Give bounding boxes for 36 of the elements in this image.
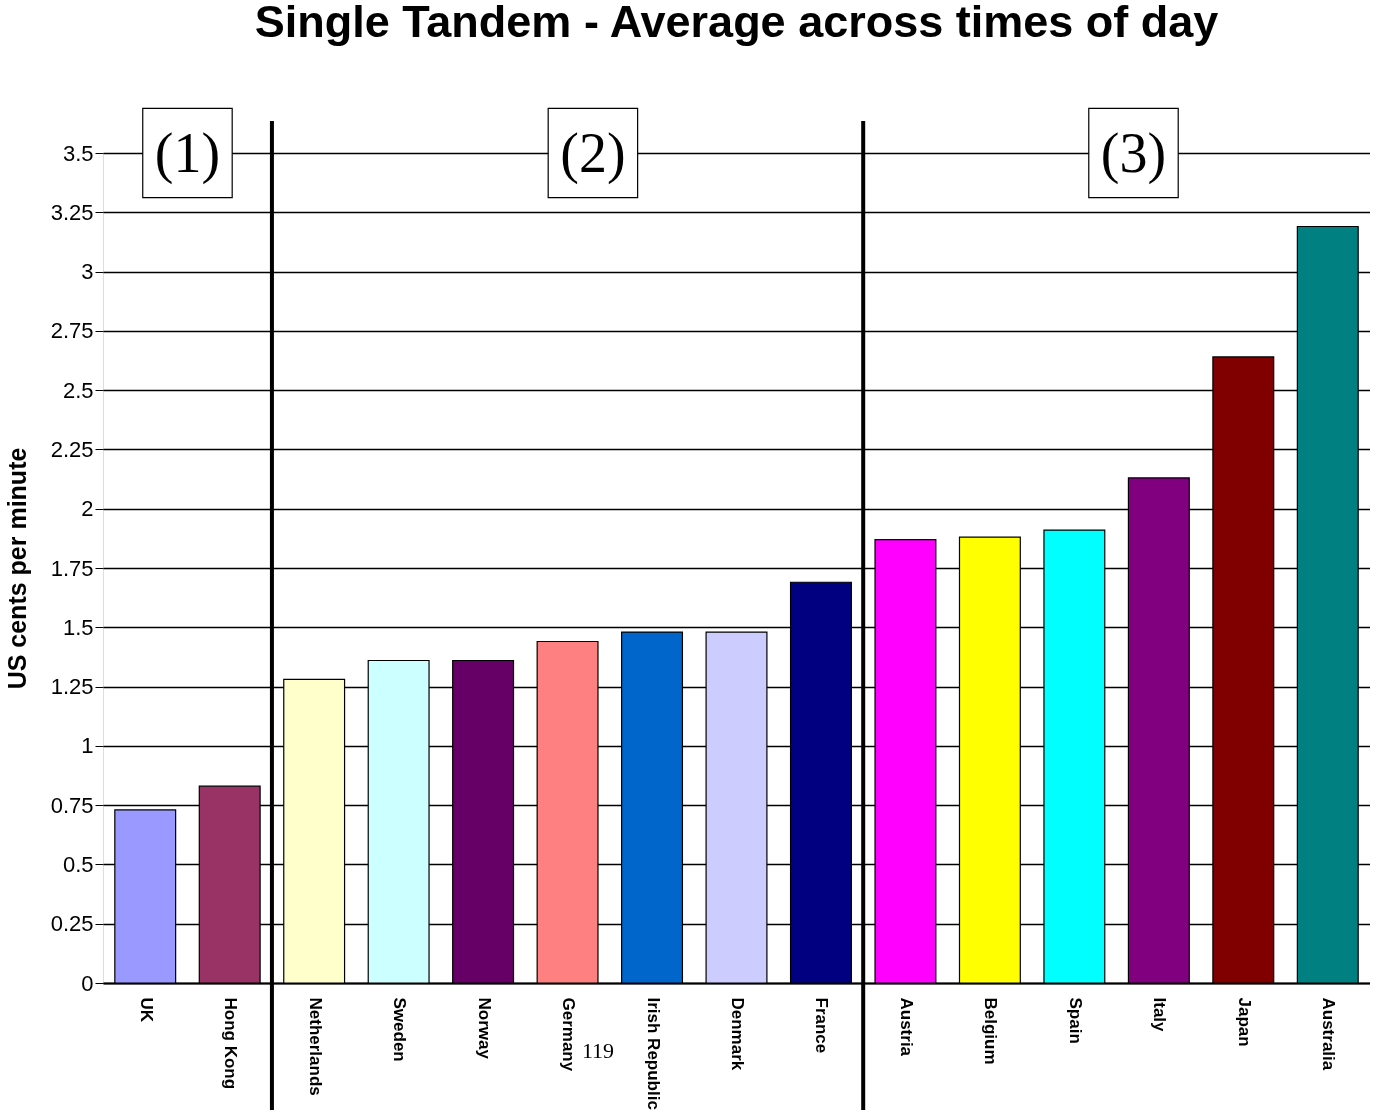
y-tick-label: 0.25 — [50, 911, 94, 937]
x-tick-label: Irish Republic — [643, 997, 663, 1110]
annotation: (3) — [1100, 122, 1167, 185]
y-tick-label: 3 — [81, 259, 94, 285]
y-tick-label: 2 — [81, 496, 94, 522]
annotation: (1) — [154, 122, 221, 185]
y-tick-label: 0.75 — [50, 792, 94, 818]
y-axis-title: US cents per minute — [2, 447, 31, 690]
y-tick-label: 3.25 — [50, 199, 94, 225]
x-tick-label: Denmark — [728, 997, 747, 1071]
y-tick-label: 0.5 — [62, 851, 94, 877]
chart-title: Single Tandem - Average across times of day — [254, 0, 1219, 47]
y-tick-label: 3.5 — [62, 140, 94, 166]
x-tick-label: Japan — [1234, 997, 1254, 1047]
y-tick-label: 1.75 — [50, 555, 94, 581]
x-tick-label: UK — [136, 997, 156, 1023]
x-tick-label: France — [812, 997, 832, 1054]
y-tick-label: 1.5 — [62, 614, 94, 640]
x-tick-label: Hong Kong — [221, 997, 241, 1090]
x-tick-label: Belgium — [981, 997, 1001, 1065]
x-tick-label: Sweden — [390, 997, 410, 1062]
y-tick-label: 2.25 — [50, 436, 94, 462]
y-tick-label: 2.75 — [50, 318, 94, 344]
x-tick-label: Norway — [474, 997, 494, 1060]
x-tick-label: Netherlands — [305, 997, 325, 1096]
x-tick-label: Italy — [1150, 997, 1170, 1033]
x-tick-label: Spain — [1065, 997, 1085, 1044]
y-tick-label: 0 — [81, 970, 94, 996]
x-tick-label: Australia — [1319, 997, 1339, 1071]
y-tick-label: 1 — [81, 733, 94, 759]
x-tick-label: Austria — [896, 997, 916, 1057]
y-tick-label: 1.25 — [50, 674, 94, 700]
x-tick-label: Germany — [559, 997, 579, 1072]
annotation: (2) — [560, 122, 626, 185]
y-tick-label: 2.5 — [62, 377, 94, 403]
text: 119 — [581, 1038, 615, 1063]
